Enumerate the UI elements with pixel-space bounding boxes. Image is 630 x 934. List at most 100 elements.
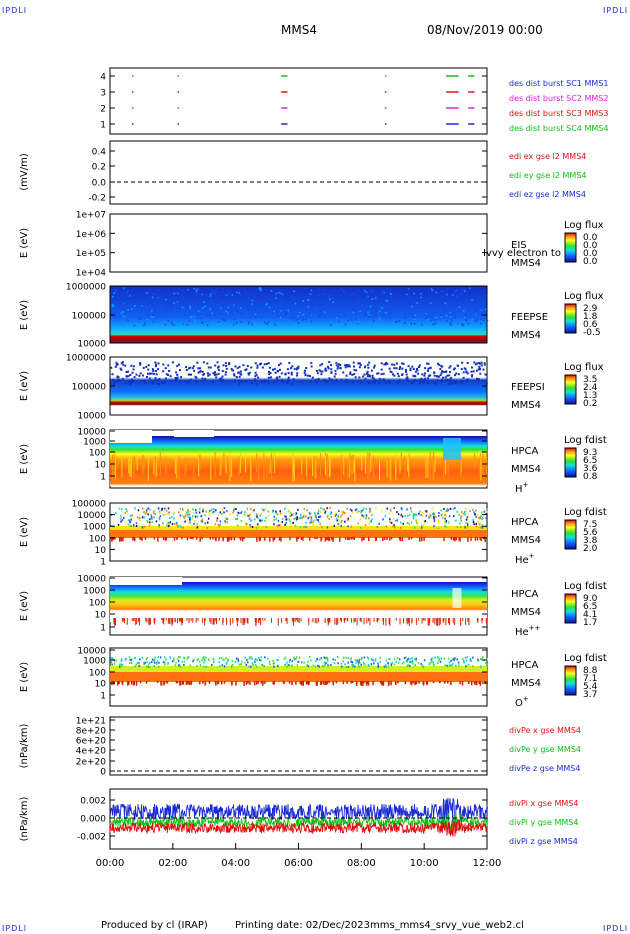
hpca-he-pixel <box>166 524 168 527</box>
feepsi-pixel <box>193 369 196 372</box>
feepsi-pixel <box>310 361 313 364</box>
feepse-pixel <box>471 305 474 307</box>
feepsi-pixel <box>346 363 349 366</box>
hpca-o-pixel <box>326 659 329 662</box>
hpca-o-pixel <box>451 664 453 667</box>
feepse-pixel <box>310 313 312 316</box>
feepsi-pixel <box>215 373 218 376</box>
feepsi-pixel <box>240 380 243 383</box>
feepse-pixel <box>373 293 375 295</box>
feepsi-pixel <box>187 367 190 370</box>
hpca-o-pixel <box>459 681 461 685</box>
hpca-o-pixel <box>395 660 398 663</box>
feepsi-pixel <box>452 379 455 382</box>
feepse-pixel <box>462 310 465 312</box>
feepse-pixel <box>355 318 357 320</box>
hpca-he-pixel <box>299 526 302 529</box>
hpca-o-pixel <box>412 662 414 665</box>
feepse-pixel <box>471 300 474 303</box>
feepse-pixel <box>114 288 116 291</box>
hpca-o-pixel <box>310 659 312 662</box>
feepsi-pixel <box>310 365 313 368</box>
hpca-he-pixel <box>443 507 445 510</box>
hpca-he-pixel <box>442 516 444 519</box>
feepsi-pixel <box>212 372 215 375</box>
hpca-he-pixel <box>485 513 487 516</box>
hpca-he-pixel <box>410 537 413 540</box>
hpca-he-pixel <box>139 519 141 522</box>
hpca-h-tick-label: 10000 <box>77 428 106 438</box>
hpca-o-colorbar-tick: 3.7 <box>583 690 597 700</box>
feepse-pixel <box>209 295 212 297</box>
feepsi-pixel <box>396 372 399 375</box>
feepsi-pixel <box>120 368 123 371</box>
hpca-he-pixel <box>474 537 477 541</box>
hpca-o-pixel <box>129 658 131 661</box>
hpca-he-pixel <box>486 511 488 514</box>
feepsi-pixel <box>473 361 476 364</box>
hpca-o-pixel <box>263 665 265 668</box>
feepse-pixel <box>239 307 242 309</box>
feepse-pixel <box>373 301 375 304</box>
hpca-he-pixel <box>238 511 240 514</box>
hpca-o-pixel <box>130 658 133 661</box>
feepse-pixel <box>177 292 179 295</box>
feepsi-pixel <box>339 366 342 369</box>
hpca-o-pixel <box>220 681 223 685</box>
feepse-pixel <box>266 303 269 305</box>
hpca-he-pixel <box>360 509 362 512</box>
feepsi-pixel <box>434 382 437 385</box>
hpca-he-pixel <box>129 524 131 527</box>
feepsi-pixel <box>162 382 165 385</box>
hpca-he-pixel <box>426 521 429 524</box>
feepsi-pixel <box>373 377 376 380</box>
hpca-o-pixel <box>319 658 321 661</box>
feepse-pixel <box>126 291 128 294</box>
hpca-he-pixel <box>312 521 314 524</box>
hpca-he-pixel <box>450 537 452 540</box>
hpca-he-pixel <box>189 510 191 513</box>
feepsi-pixel <box>221 369 224 372</box>
hpca-he-pixel <box>472 519 474 522</box>
feepsi-pixel <box>169 375 172 378</box>
hpca-he-pixel <box>323 508 325 511</box>
feepsi-pixel <box>174 376 177 379</box>
hpca-he-pixel <box>241 510 243 513</box>
hpca-o-pixel <box>333 662 336 665</box>
feepsi-pixel <box>306 374 309 377</box>
hpca-o-pixel <box>461 681 464 686</box>
hpca-he-pixel <box>264 519 266 522</box>
feepse-pixel <box>227 308 229 311</box>
feepsi-pixel <box>233 373 236 376</box>
hpca-he-pixel <box>207 521 209 524</box>
hpca-o-pixel <box>175 681 178 684</box>
hpca-he-pixel <box>371 514 373 517</box>
feepsi-pixel <box>393 374 396 377</box>
feepsi-pixel <box>418 379 421 382</box>
feepse-pixel <box>174 308 177 310</box>
hpca-he-pixel <box>243 537 245 540</box>
hpca-o-pixel <box>306 681 309 685</box>
feepsi-pixel <box>464 368 467 371</box>
feepsi-pixel <box>398 367 401 370</box>
feepsi-pixel <box>271 368 274 371</box>
hpca-he-pixel <box>264 520 267 523</box>
hpca-o-pixel <box>351 663 354 666</box>
feepsi-pixel <box>290 371 293 374</box>
feepse-pixel <box>230 299 233 302</box>
feepsi-pixel <box>225 364 228 367</box>
hpca-o-pixel <box>347 665 350 668</box>
hpca-o-pixel <box>181 681 184 684</box>
hpca-o-pixel <box>428 663 430 666</box>
feepse-pixel <box>474 319 477 322</box>
feepsi-pixel <box>416 369 419 372</box>
feepse-pixel <box>452 307 454 310</box>
hpca-o-pixel <box>236 657 238 660</box>
hpca-he-pixel <box>464 507 467 510</box>
feepse-pixel <box>456 322 459 325</box>
feepse-pixel <box>375 310 378 312</box>
feepse-colorbar <box>564 303 577 334</box>
feepse-pixel <box>264 303 267 306</box>
hpca-he-pixel <box>448 515 451 518</box>
feepse-pixel <box>195 290 197 293</box>
